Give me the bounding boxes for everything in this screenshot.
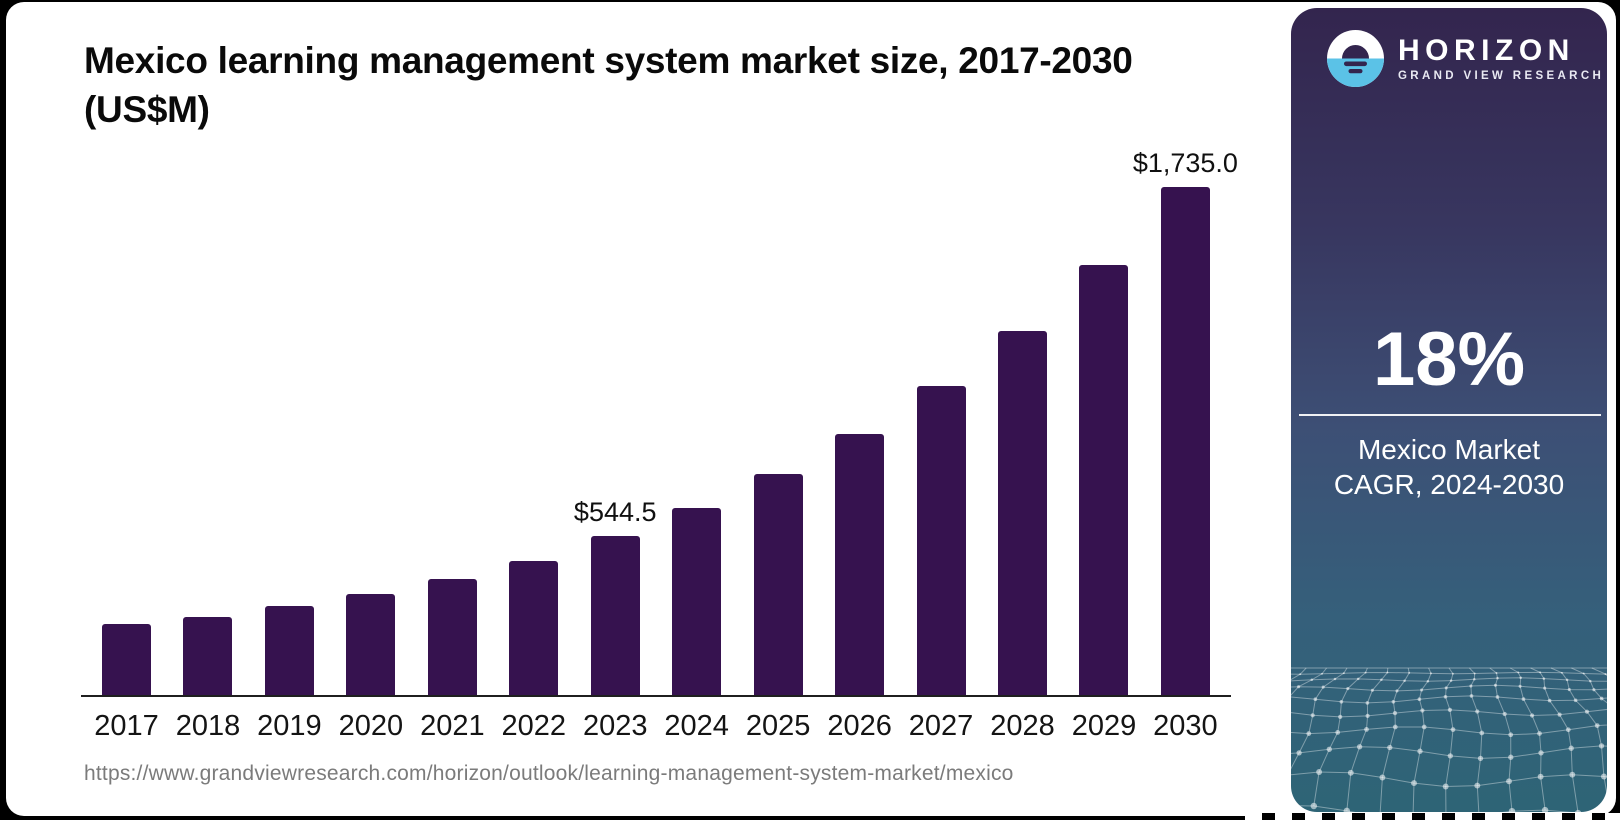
brand-logo: HORIZON GRAND VIEW RESEARCH xyxy=(1327,30,1604,87)
sidebar: HORIZON GRAND VIEW RESEARCH 18% Mexico M… xyxy=(1291,8,1607,812)
source-url-text: https://www.grandviewresearch.com/horizo… xyxy=(84,762,1014,785)
bar-2027 xyxy=(916,386,966,696)
bottom-dash-strip xyxy=(1245,813,1620,820)
year-label-2019: 2019 xyxy=(257,710,322,742)
year-label-2020: 2020 xyxy=(338,710,404,742)
year-label-2026: 2026 xyxy=(827,710,892,742)
bar-2026 xyxy=(835,433,885,696)
x-axis-labels: 2017 2018 2019 2020 2021 2022 2023 2024 2025 2026… xyxy=(94,710,1218,743)
brand-name: HORIZON xyxy=(1398,34,1575,67)
year-label-2021: 2021 xyxy=(420,710,485,742)
bar-2023: $544.5 xyxy=(574,497,657,696)
year-label-2017: 2017 xyxy=(94,710,159,742)
value-label-2023: $544.5 xyxy=(573,497,657,528)
stat-divider xyxy=(1299,414,1601,416)
bar-2029 xyxy=(1079,264,1129,696)
year-label-2029: 2029 xyxy=(1071,710,1137,742)
wireframe-terrain-graphic xyxy=(1291,667,1607,812)
year-label-2024: 2024 xyxy=(664,710,729,742)
cagr-label-line1: Mexico Market xyxy=(1357,434,1541,465)
cagr-label: Mexico Market CAGR, 2024-2030 xyxy=(1291,432,1607,502)
year-label-2027: 2027 xyxy=(908,710,974,742)
year-label-2025: 2025 xyxy=(745,710,811,742)
bar-chart: $544.5 $1,735.0 xyxy=(102,148,1238,696)
x-axis-line xyxy=(81,695,1231,697)
bar-2024 xyxy=(672,507,722,696)
year-label-2022: 2022 xyxy=(501,710,567,742)
bar-2025 xyxy=(753,473,803,696)
year-label-2018: 2018 xyxy=(175,710,241,742)
cagr-label-line2: CAGR, 2024-2030 xyxy=(1333,469,1565,500)
bar-2021 xyxy=(427,578,477,696)
cagr-stat-block: 18% Mexico Market CAGR, 2024-2030 xyxy=(1291,320,1607,502)
brand-subtitle: GRAND VIEW RESEARCH xyxy=(1398,70,1605,82)
bar-2022 xyxy=(509,561,559,696)
bar-2020 xyxy=(346,593,396,696)
chart-title: Mexico learning management system market… xyxy=(84,36,1214,134)
chart-title-line2: (US$M) xyxy=(84,89,210,130)
cagr-value: 18% xyxy=(1372,317,1526,402)
horizon-logo-icon xyxy=(1327,30,1384,87)
bar-2018 xyxy=(183,616,233,696)
year-label-2030: 2030 xyxy=(1153,710,1218,742)
bar-2028 xyxy=(997,330,1047,696)
bar-2019 xyxy=(264,606,314,696)
bar-2030: $1,735.0 xyxy=(1133,148,1238,696)
bar-2017 xyxy=(102,624,151,696)
chart-title-line1: Mexico learning management system market… xyxy=(84,40,1133,81)
value-label-2030: $1,735.0 xyxy=(1132,148,1238,178)
year-label-2023: 2023 xyxy=(582,710,648,742)
year-label-2028: 2028 xyxy=(990,710,1055,742)
